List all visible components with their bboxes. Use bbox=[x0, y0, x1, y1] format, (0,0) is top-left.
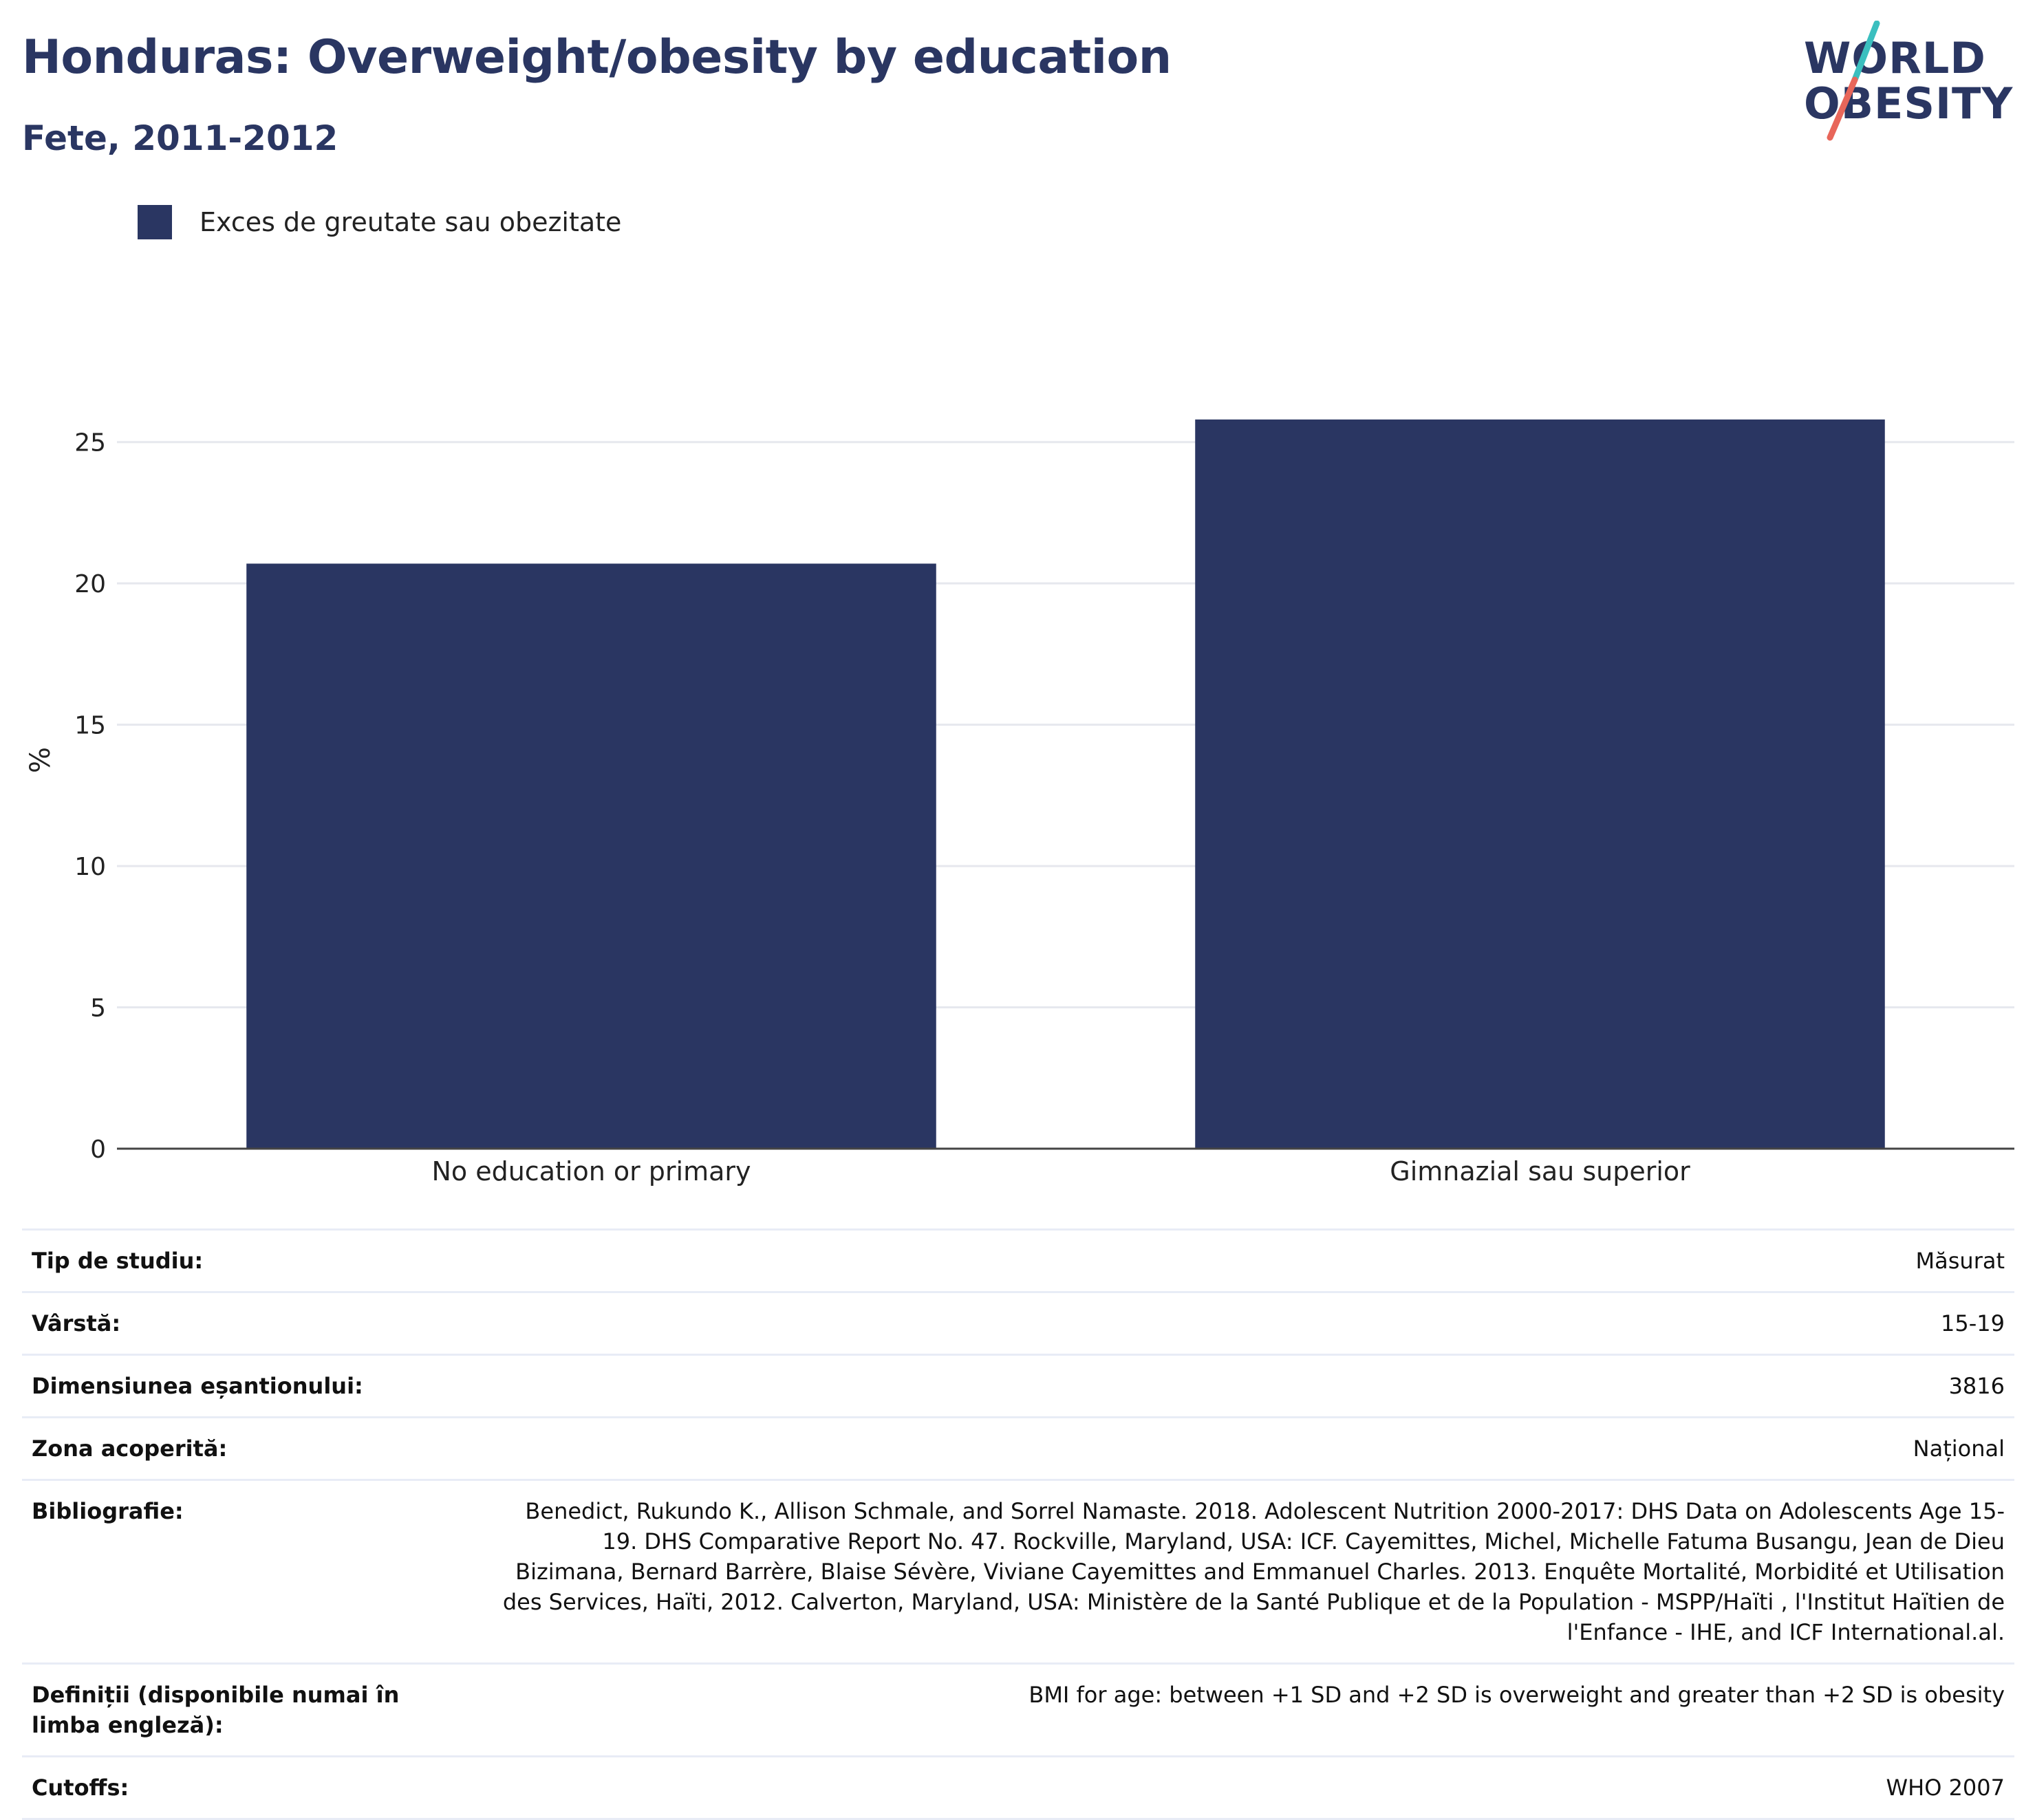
info-value: 15-19 bbox=[482, 1291, 2014, 1355]
info-row: Bibliografie: Benedict, Rukundo K., Allis… bbox=[22, 1479, 2014, 1664]
info-row: Definiții (disponibile numai în limba en… bbox=[22, 1662, 2014, 1757]
x-tick-label: No education or primary bbox=[431, 1156, 751, 1187]
info-key: Dimensiunea eșantionului: bbox=[22, 1354, 482, 1418]
info-key: Vârstă: bbox=[22, 1291, 482, 1355]
y-tick-label: 20 bbox=[74, 570, 106, 598]
y-tick-label: 10 bbox=[74, 853, 106, 881]
logo-slash-icon bbox=[1827, 21, 1880, 141]
info-table: Tip de studiu: Măsurat Vârstă: 15-19 Dimensi… bbox=[22, 1228, 2014, 1820]
y-tick-label: 5 bbox=[90, 995, 106, 1023]
info-row: Zona acoperită: Național bbox=[22, 1416, 2014, 1480]
chart-legend: Exces de greutate sau obezitate bbox=[138, 205, 621, 239]
y-axis-title: % bbox=[25, 747, 56, 773]
info-value: 3816 bbox=[482, 1354, 2014, 1418]
info-row: Dimensiunea eșantionului: 3816 bbox=[22, 1354, 2014, 1418]
info-row: Tip de studiu: Măsurat bbox=[22, 1228, 2014, 1292]
chart-title: Honduras: Overweight/obesity by educatio… bbox=[22, 30, 1172, 85]
x-tick-label: Gimnazial sau superior bbox=[1390, 1156, 1690, 1187]
legend-label: Exces de greutate sau obezitate bbox=[200, 207, 622, 237]
legend-swatch bbox=[138, 205, 172, 239]
bar-chart: 0 5 10 15 20 25% No education or primary Gimnaz… bbox=[25, 419, 2014, 1187]
logo-line-1: WORLD bbox=[1804, 33, 1986, 83]
info-value: BMI for age: between +1 SD and +2 SD is … bbox=[482, 1662, 2014, 1757]
y-tick-label: 25 bbox=[74, 429, 106, 457]
info-key: Definiții (disponibile numai în limba en… bbox=[22, 1662, 482, 1757]
info-value: WHO 2007 bbox=[482, 1755, 2014, 1820]
world-obesity-logo: WORLD OBESITY bbox=[1796, 21, 2023, 144]
bar bbox=[246, 563, 936, 1149]
info-key: Tip de studiu: bbox=[22, 1228, 482, 1292]
y-tick-label: 15 bbox=[74, 712, 106, 740]
bar bbox=[1195, 419, 1885, 1149]
info-value: Măsurat bbox=[482, 1228, 2014, 1292]
y-tick-label: 0 bbox=[90, 1136, 106, 1164]
info-value: Benedict, Rukundo K., Allison Schmale, a… bbox=[482, 1479, 2014, 1664]
info-row: Vârstă: 15-19 bbox=[22, 1291, 2014, 1355]
chart-subtitle: Fete, 2011-2012 bbox=[22, 118, 338, 158]
info-key: Cutoffs: bbox=[22, 1755, 482, 1820]
info-row: Cutoffs: WHO 2007 bbox=[22, 1755, 2014, 1820]
info-key: Zona acoperită: bbox=[22, 1416, 482, 1480]
info-key: Bibliografie: bbox=[22, 1479, 482, 1664]
info-value: Național bbox=[482, 1416, 2014, 1480]
